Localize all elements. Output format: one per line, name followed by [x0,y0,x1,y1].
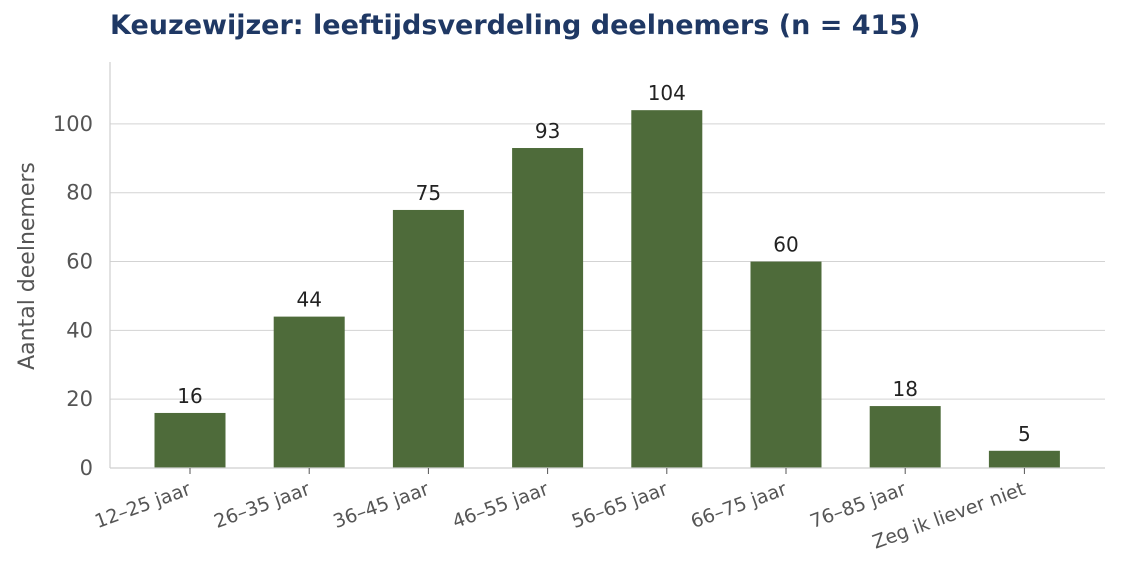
data-label: 16 [177,384,202,408]
x-tick-label: 36–45 jaar [330,478,432,533]
bars [154,110,1060,468]
y-axis-title: Aantal deelnemers [15,162,40,370]
chart-title: Keuzewijzer: leeftijdsverdeling deelneme… [110,10,921,41]
data-label: 104 [648,81,686,105]
bar [154,412,226,468]
x-tick-label: 66–75 jaar [688,478,790,533]
axes [109,62,1105,474]
data-label: 18 [892,377,917,401]
x-tick-label: 26–35 jaar [211,478,313,533]
bar [631,110,703,468]
bar [512,148,584,468]
x-tick-label: 12–25 jaar [92,478,194,533]
y-tick-label: 60 [66,250,93,274]
data-label: 5 [1018,422,1031,446]
bar [988,450,1060,468]
gridlines [110,123,1105,400]
data-label: 44 [296,288,321,312]
y-tick-label: 40 [66,318,93,342]
bar [750,261,822,468]
y-tick-label: 20 [66,387,93,411]
x-tick-label: 46–55 jaar [450,478,552,533]
x-tick-label: 56–65 jaar [569,478,671,533]
bar [869,406,941,468]
y-tick-label: 80 [66,181,93,205]
y-tick-label: 100 [53,112,93,136]
data-label: 60 [773,233,798,257]
data-label: 93 [535,119,560,143]
bar [273,316,345,468]
data-label: 75 [416,181,441,205]
y-tick-label: 0 [80,456,93,480]
bar [392,209,464,468]
